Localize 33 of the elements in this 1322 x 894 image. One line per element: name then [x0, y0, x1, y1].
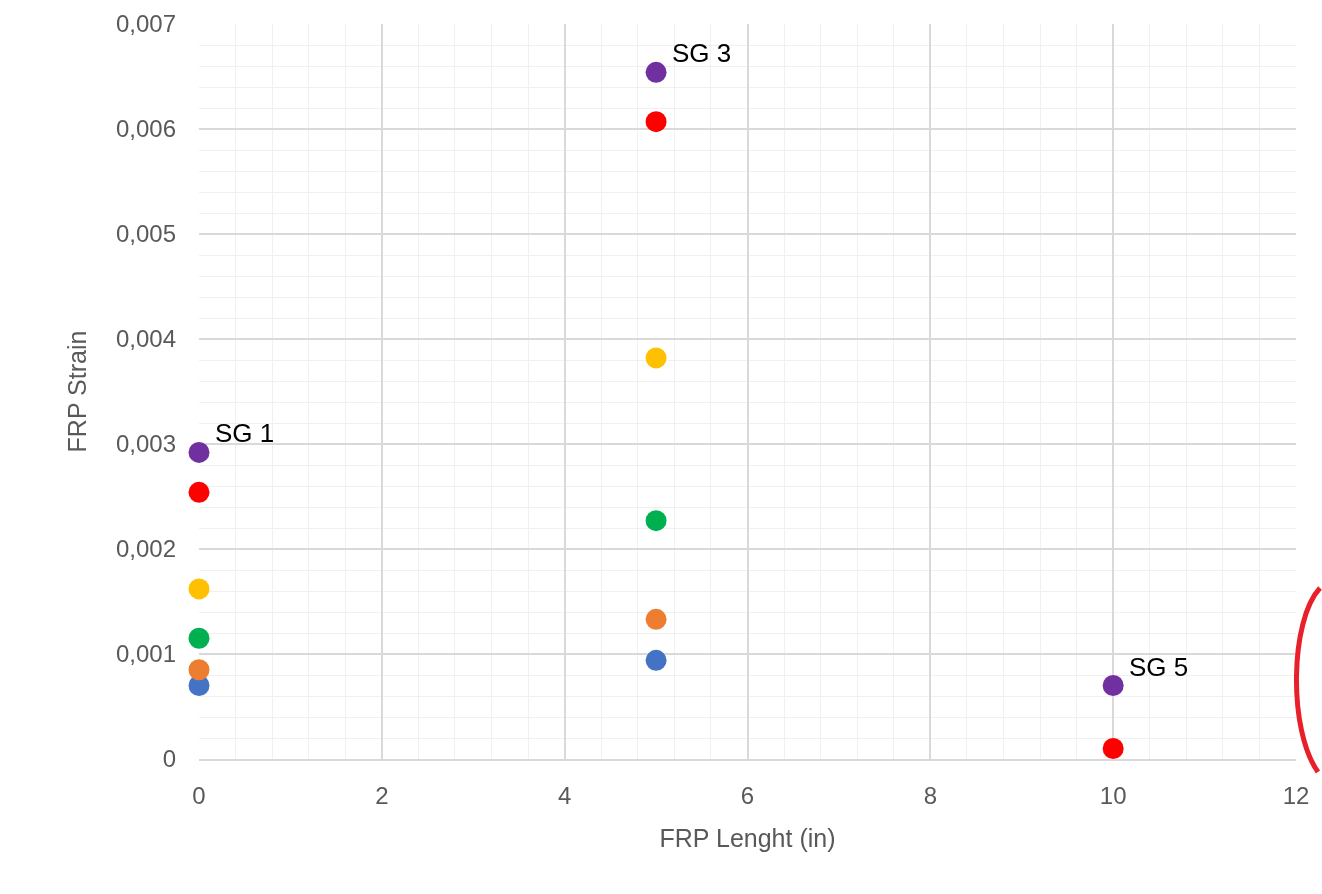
point — [188, 578, 210, 600]
annotation: SG 1 — [215, 418, 275, 448]
point — [645, 608, 667, 630]
x-tick-label: 12 — [1282, 781, 1310, 809]
y-tick-label: 0,001 — [115, 640, 176, 668]
annotation: SG 5 — [1129, 652, 1189, 682]
point — [1102, 675, 1124, 696]
y-tick-label: 0,004 — [115, 325, 176, 353]
annotation: SG 3 — [672, 38, 732, 68]
point — [1102, 738, 1124, 759]
x-tick-label: 2 — [375, 781, 389, 809]
point — [188, 481, 210, 503]
x-tick-label: 4 — [557, 781, 572, 809]
y-tick-label: 0,007 — [115, 10, 176, 38]
point — [188, 441, 210, 463]
point — [188, 659, 210, 681]
x-tick-label: 0 — [192, 781, 206, 809]
x-tick-label: 6 — [740, 781, 755, 809]
point — [645, 61, 667, 83]
point — [645, 347, 667, 369]
y-tick-label: 0,005 — [115, 220, 176, 248]
point — [645, 510, 667, 532]
point — [188, 627, 210, 649]
y-tick-label: 0,003 — [115, 430, 176, 458]
y-axis-title: FRP Strain — [62, 330, 91, 453]
point — [645, 649, 667, 671]
y-tick-label: 0 — [162, 745, 176, 773]
point — [645, 111, 667, 133]
x-tick-label: 8 — [923, 781, 938, 809]
x-axis-title: FRP Lenght (in) — [659, 824, 836, 853]
x-tick-label: 10 — [1099, 781, 1127, 809]
y-tick-label: 0,006 — [115, 115, 176, 143]
y-tick-label: 0,002 — [115, 535, 176, 563]
